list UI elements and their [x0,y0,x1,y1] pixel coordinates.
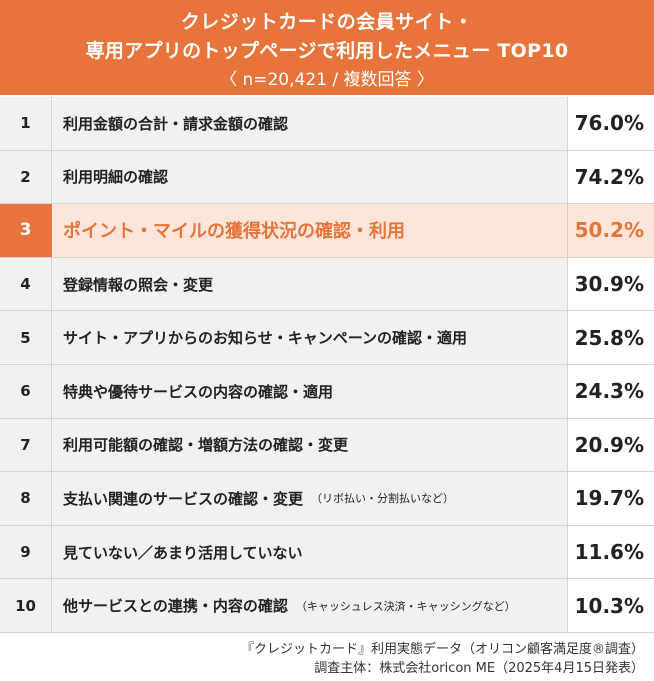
menu-label: 支払い関連のサービスの確認・変更 [63,489,304,508]
ranking-table: 1 利用金額の合計・請求金額の確認 76.0% 2 利用明細の確認 74.2% 3 ポイント・… [0,97,654,633]
rank-cell: 2 [0,150,52,204]
table-row: 2 利用明細の確認 74.2% [0,150,654,205]
chart-title-line2: 専用アプリのトップページで利用したメニュー TOP10 [85,40,569,62]
menu-label: 登録情報の照会・変更 [63,275,214,294]
menu-label: 見ていない／あまり活用していない [63,543,303,562]
rank-cell: 8 [0,472,52,525]
percentage-cell: 30.9% [567,257,654,311]
menu-note: （キャッシュレス決済・キャッシングなど） [295,599,516,613]
menu-label: 利用可能額の確認・増額方法の確認・変更 [63,436,349,455]
percentage-cell: 19.7% [567,472,654,525]
menu-label: 利用金額の合計・請求金額の確認 [63,114,289,133]
menu-note: （リボ払い・分割払いなど） [311,492,455,506]
chart-footer: 『クレジットカード』利用実態データ（オリコン顧客満足度®調査） 調査主体：株式会… [241,640,644,678]
percentage-cell: 11.6% [567,525,654,579]
menu-label: 他サービスとの連携・内容の確認 [63,597,288,616]
rank-cell: 4 [0,257,52,311]
menu-label-cell: 利用金額の合計・請求金額の確認 [53,97,566,150]
menu-label: サイト・アプリからのお知らせ・キャンペーンの確認・適用 [63,329,467,348]
rank-cell: 7 [0,418,52,472]
menu-label-cell: ポイント・マイルの獲得状況の確認・利用 [53,204,566,257]
chart-header: クレジットカードの会員サイト・ 専用アプリのトップページで利用したメニュー TO… [0,0,654,95]
menu-label: ポイント・マイルの獲得状況の確認・利用 [63,221,405,243]
table-row: 9 見ていない／あまり活用していない 11.6% [0,525,654,580]
chart-subtitle: 〈 n=20,421 / 複数回答 〉 [220,70,434,90]
rank-cell: 5 [0,311,52,364]
rank-cell: 1 [0,97,52,150]
percentage-cell: 50.2% [567,204,654,257]
percentage-cell: 24.3% [567,364,654,418]
rank-cell: 3 [0,204,52,257]
percentage-cell: 76.0% [567,97,654,150]
chart-title-line1: クレジットカードの会員サイト・ [180,11,474,33]
organizer-note: 調査主体：株式会社oricon ME（2025年4月15日発表） [314,661,644,676]
table-row: 4 登録情報の照会・変更 30.9% [0,257,654,312]
menu-label-cell: サイト・アプリからのお知らせ・キャンペーンの確認・適用 [53,311,566,364]
percentage-cell: 10.3% [567,579,654,632]
menu-label-cell: 利用可能額の確認・増額方法の確認・変更 [53,418,566,472]
table-row: 6 特典や優待サービスの内容の確認・適用 24.3% [0,364,654,419]
rank-cell: 10 [0,579,52,632]
table-row: 5 サイト・アプリからのお知らせ・キャンペーンの確認・適用 25.8% [0,311,654,365]
percentage-cell: 20.9% [567,418,654,472]
rank-cell: 6 [0,364,52,418]
table-row: 7 利用可能額の確認・増額方法の確認・変更 20.9% [0,418,654,473]
rank-cell: 9 [0,525,52,579]
menu-label-cell: 支払い関連のサービスの確認・変更 （リボ払い・分割払いなど） [53,472,566,525]
table-row: 1 利用金額の合計・請求金額の確認 76.0% [0,97,654,151]
menu-label-cell: 特典や優待サービスの内容の確認・適用 [53,364,566,418]
menu-label: 利用明細の確認 [63,168,169,187]
menu-label-cell: 見ていない／あまり活用していない [53,525,566,579]
menu-label-cell: 利用明細の確認 [53,150,566,204]
percentage-cell: 74.2% [567,150,654,204]
menu-label-cell: 他サービスとの連携・内容の確認 （キャッシュレス決済・キャッシングなど） [53,579,566,632]
table-row: 10 他サービスとの連携・内容の確認 （キャッシュレス決済・キャッシングなど） 10.… [0,579,654,633]
source-note: 『クレジットカード』利用実態データ（オリコン顧客満足度®調査） [240,642,644,657]
table-row: 3 ポイント・マイルの獲得状況の確認・利用 50.2% [0,204,654,258]
menu-label: 特典や優待サービスの内容の確認・適用 [63,382,334,401]
table-row: 8 支払い関連のサービスの確認・変更 （リボ払い・分割払いなど） 19.7% [0,472,654,526]
percentage-cell: 25.8% [567,311,654,364]
menu-label-cell: 登録情報の照会・変更 [53,257,566,311]
